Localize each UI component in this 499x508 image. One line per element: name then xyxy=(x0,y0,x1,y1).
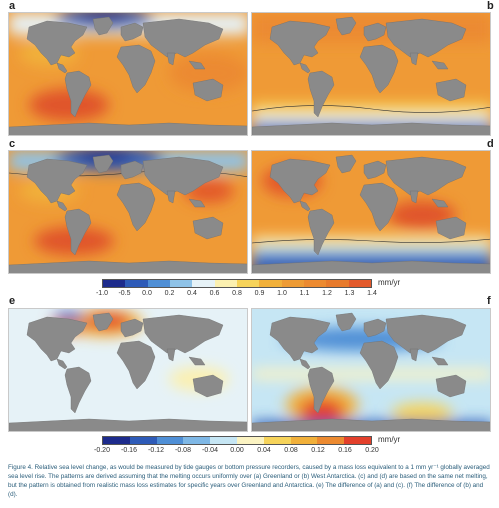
colorbar_bottom-swatch xyxy=(129,437,157,444)
map-panel-c xyxy=(8,150,248,274)
colorbar_top-tick-label: -1.0 xyxy=(95,290,109,297)
colorbar_bottom-swatch xyxy=(183,437,211,444)
colorbar_bottom-swatch xyxy=(344,437,371,444)
map-d-svg xyxy=(252,151,490,273)
map-c-svg xyxy=(9,151,247,273)
colorbar_top-swatch xyxy=(147,280,170,287)
map-panel-b xyxy=(251,12,491,136)
colorbar_top-tick-label: 1.0 xyxy=(277,290,287,297)
colorbar_bottom-swatch xyxy=(210,437,237,444)
colorbar_bottom-tick-label: 0.00 xyxy=(230,447,244,454)
colorbar_top-tick-label: 0.0 xyxy=(142,290,152,297)
colorbar_top-swatch xyxy=(281,280,304,287)
colorbar_bottom-swatch xyxy=(317,437,345,444)
colorbar_bottom-swatch xyxy=(156,437,184,444)
colorbar_top-swatch xyxy=(303,280,327,287)
colorbar_top-tick-label: 1.2 xyxy=(322,290,332,297)
map-f-svg xyxy=(252,309,490,431)
colorbar_top-swatch xyxy=(103,280,126,287)
panel-label-f: f xyxy=(487,295,491,307)
panel-label-d: d xyxy=(487,138,494,150)
colorbar_top-tick-label: 1.4 xyxy=(367,290,377,297)
colorbar_bottom-swatch xyxy=(263,437,291,444)
colorbar-top-unit: mm/yr xyxy=(378,278,401,287)
colorbar_top-swatch xyxy=(192,280,215,287)
colorbar_top-tick-label: 0.6 xyxy=(209,290,220,297)
colorbar_bottom-tick-label: -0.16 xyxy=(121,447,137,454)
colorbar_top-tick-label: 0.4 xyxy=(187,290,197,297)
colorbar_bottom-swatch xyxy=(103,437,130,444)
panel-label-c: c xyxy=(9,138,16,150)
colorbar_top-swatch xyxy=(169,280,193,287)
colorbar_bottom-tick-label: -0.12 xyxy=(148,447,164,454)
colorbar_bottom-tick-label: 0.08 xyxy=(284,447,298,454)
colorbar_top-tick-label: 0.2 xyxy=(164,290,175,297)
colorbar_top-tick-label: 1.1 xyxy=(299,290,310,297)
colorbar_bottom-tick-label: 0.12 xyxy=(311,447,325,454)
map-panel-e xyxy=(8,308,248,432)
map-a-svg xyxy=(9,13,247,135)
colorbar_top-swatch xyxy=(125,280,148,287)
colorbar_bottom-swatch xyxy=(236,437,264,444)
panel-label-b: b xyxy=(487,0,494,12)
colorbar_top-swatch xyxy=(214,280,237,287)
colorbar_bottom-tick-label: -0.04 xyxy=(202,447,218,454)
colorbar-bottom-unit: mm/yr xyxy=(378,435,401,444)
colorbar_bottom-tick-label: 0.04 xyxy=(257,447,271,454)
colorbar_top-tick-label: 0.9 xyxy=(254,290,265,297)
panel-label-e: e xyxy=(9,295,16,307)
colorbar_top-tick-label: 0.8 xyxy=(232,290,242,297)
map-panel-a xyxy=(8,12,248,136)
colorbar_top-swatch xyxy=(236,280,260,287)
panel-label-a: a xyxy=(9,0,16,12)
colorbar_bottom-tick-label: 0.20 xyxy=(365,447,379,454)
colorbar-bottom xyxy=(102,436,372,445)
colorbar_bottom-swatch xyxy=(290,437,318,444)
figure-caption: Figure 4. Relative sea level change, as … xyxy=(8,464,490,498)
colorbar_bottom-tick-label: 0.16 xyxy=(338,447,352,454)
colorbar_top-swatch xyxy=(326,280,349,287)
colorbar-top xyxy=(102,279,372,288)
map-panel-f xyxy=(251,308,491,432)
map-panel-d xyxy=(251,150,491,274)
map-e-svg xyxy=(9,309,247,431)
colorbar_top-swatch xyxy=(259,280,282,287)
colorbar_bottom-tick-label: -0.08 xyxy=(175,447,191,454)
colorbar_top-tick-label: 1.3 xyxy=(344,290,355,297)
colorbar_top-tick-label: -0.5 xyxy=(118,290,131,297)
colorbar_bottom-tick-label: -0.20 xyxy=(94,447,110,454)
map-b-svg xyxy=(252,13,490,135)
colorbar_top-swatch xyxy=(348,280,371,287)
